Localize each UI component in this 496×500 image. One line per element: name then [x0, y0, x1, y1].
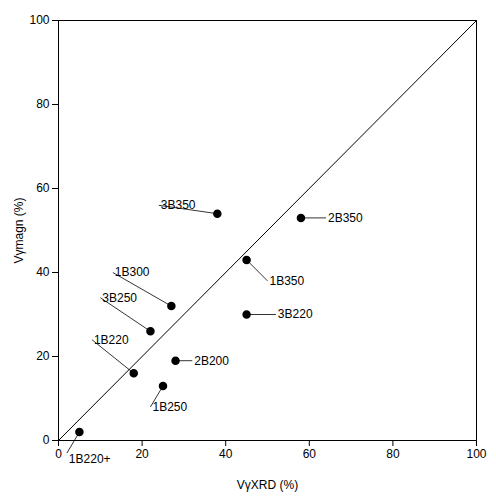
svg-text:80: 80	[36, 97, 50, 111]
svg-text:1B300: 1B300	[115, 265, 150, 279]
svg-text:40: 40	[219, 447, 233, 461]
svg-text:60: 60	[303, 447, 317, 461]
svg-text:0: 0	[43, 433, 50, 447]
svg-text:20: 20	[36, 349, 50, 363]
svg-text:VγXRD (%): VγXRD (%)	[237, 478, 298, 492]
svg-text:80: 80	[386, 447, 400, 461]
svg-text:3B250: 3B250	[102, 291, 137, 305]
svg-text:40: 40	[36, 265, 50, 279]
svg-text:1B350: 1B350	[270, 274, 305, 288]
svg-text:Vγmagn (%): Vγmagn (%)	[12, 197, 26, 263]
svg-text:2B350: 2B350	[328, 211, 363, 225]
svg-text:100: 100	[466, 447, 486, 461]
svg-text:1B220+: 1B220+	[69, 452, 111, 466]
svg-text:0: 0	[55, 447, 62, 461]
svg-text:2B200: 2B200	[194, 354, 229, 368]
svg-text:60: 60	[36, 181, 50, 195]
svg-text:1B220: 1B220	[94, 333, 129, 347]
svg-text:3B350: 3B350	[161, 198, 196, 212]
svg-text:1B250: 1B250	[152, 400, 187, 414]
svg-text:100: 100	[29, 13, 49, 27]
svg-text:3B220: 3B220	[278, 307, 313, 321]
svg-text:20: 20	[135, 447, 149, 461]
